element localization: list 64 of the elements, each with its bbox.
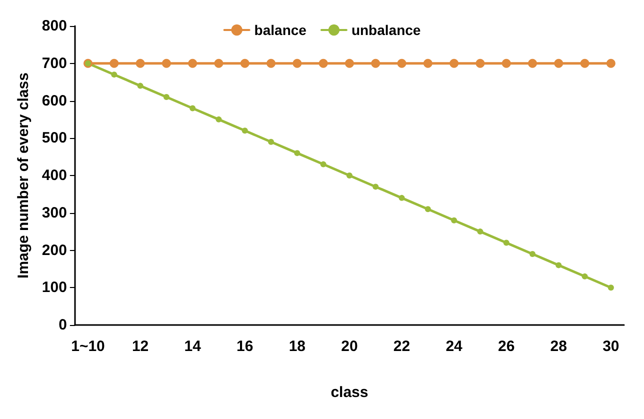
point (423, 58, 432, 68)
point (111, 72, 118, 78)
point (214, 58, 224, 68)
point (137, 82, 144, 89)
point (188, 58, 198, 68)
point (397, 58, 406, 68)
x-tick-label: 18 (288, 338, 306, 355)
x-tick-label: 24 (446, 338, 464, 355)
point (240, 58, 250, 68)
point (372, 184, 379, 190)
y-tick-label: 600 (42, 92, 67, 110)
point (216, 116, 222, 122)
x-tick-label: 28 (550, 338, 567, 355)
legend-label: balance (254, 22, 307, 38)
point (556, 262, 562, 268)
point (266, 58, 276, 68)
point (163, 94, 170, 100)
y-tick-label: 0 (58, 316, 67, 334)
point (294, 150, 300, 156)
x-tick-label: 1~10 (71, 338, 105, 355)
point (503, 240, 510, 246)
x-tick-label: 30 (602, 338, 620, 355)
x-tick-label: 12 (132, 338, 149, 355)
legend-label: unbalance (351, 22, 421, 38)
point (554, 58, 564, 68)
x-tick-label: 16 (236, 338, 254, 355)
x-tick-label: 26 (498, 338, 515, 355)
point (529, 250, 536, 257)
point (502, 58, 511, 68)
y-tick-label: 400 (42, 167, 67, 184)
y-tick-label: 500 (42, 130, 67, 147)
point (318, 58, 328, 68)
point (580, 58, 590, 68)
point (320, 161, 326, 168)
x-axis-title: class (330, 384, 368, 401)
point (190, 105, 196, 112)
point (606, 58, 616, 68)
point (450, 58, 459, 68)
x-tick-label: 22 (393, 338, 410, 355)
y-tick-label: 300 (42, 204, 67, 222)
point (110, 58, 119, 68)
point (451, 217, 458, 224)
point (528, 58, 537, 68)
point (582, 273, 588, 280)
y-tick-label: 100 (42, 279, 67, 296)
point (346, 172, 352, 178)
x-tick-label: 14 (184, 338, 202, 355)
y-tick-label: 800 (42, 18, 67, 34)
point (371, 58, 380, 68)
point (136, 58, 145, 68)
point (242, 128, 248, 134)
y-tick-label: 200 (42, 242, 67, 259)
point (477, 228, 484, 235)
x-tick-label: 20 (341, 338, 358, 355)
point (476, 58, 485, 68)
point (608, 284, 614, 291)
point (344, 58, 354, 68)
y-tick-label: 700 (42, 54, 67, 72)
point (162, 58, 171, 68)
y-axis-title: Image number of every class (15, 72, 32, 278)
point (398, 194, 405, 201)
point (424, 206, 431, 212)
point (268, 138, 274, 145)
point (292, 58, 302, 68)
